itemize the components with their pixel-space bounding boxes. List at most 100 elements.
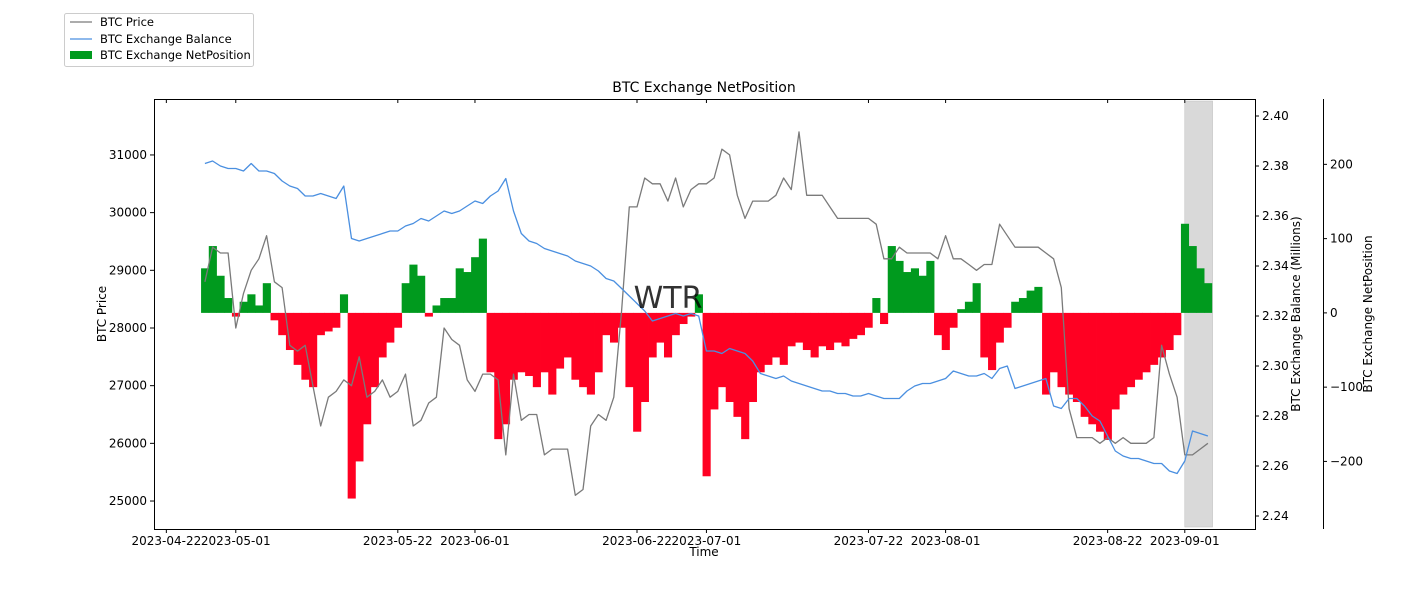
netposition-bar-negative: [679, 312, 688, 325]
netposition-bar-negative: [995, 312, 1004, 343]
netposition-bar-positive: [957, 309, 966, 313]
netposition-bar-negative: [764, 312, 773, 365]
netposition-bar-negative: [579, 312, 588, 388]
netposition-bar-negative: [810, 312, 819, 358]
x-tick-label: 2023-04-22: [131, 534, 201, 548]
netposition-bar-negative: [1157, 312, 1166, 358]
netposition-bar-negative: [1057, 312, 1066, 388]
netposition-bar-negative: [718, 312, 727, 388]
x-axis: 2023-04-22 2023-05-01 2023-05-22 2023-06-01…: [131, 99, 1220, 548]
x-tick-label: 2023-07-22: [834, 534, 904, 548]
netposition-bar-positive: [201, 268, 210, 313]
netposition-bar-negative: [1173, 312, 1182, 336]
netposition-bar-negative: [393, 312, 403, 328]
series-lines: [204, 131, 1209, 496]
netposition-bar-negative: [1065, 312, 1074, 395]
legend-label-netposition: BTC Exchange NetPosition: [100, 48, 251, 62]
netposition-bar-negative: [625, 312, 634, 388]
netposition-bar-positive: [417, 275, 426, 313]
netposition-bar-negative: [347, 312, 356, 499]
netposition-bar-positive: [255, 305, 264, 313]
netposition-bar-positive: [478, 238, 487, 313]
netposition-bar-negative: [1072, 312, 1082, 403]
netposition-bar-positive: [409, 264, 418, 313]
balance-axis: 2.24 2.26 2.28 2.30 2.32 2.34 2.36 2.38 2.40: [1255, 109, 1289, 523]
netposition-bar-negative: [378, 312, 387, 358]
netposition-bar-negative: [833, 312, 842, 343]
netposition-bar-negative: [648, 312, 657, 358]
netposition-bar-negative: [941, 312, 950, 351]
price-line: [204, 131, 1209, 496]
netposition-bar-positive: [926, 260, 935, 313]
netposition-bar-negative: [316, 312, 325, 336]
netposition-bar-negative: [671, 312, 680, 336]
y-tick-label: 2.28: [1262, 409, 1289, 423]
netposition-bar-negative: [795, 312, 804, 343]
netposition-bar-negative: [733, 312, 742, 417]
netposition-bar-positive: [208, 246, 217, 313]
x-tick-label: 2023-09-01: [1150, 534, 1220, 548]
netposition-bar-negative: [231, 312, 241, 317]
netposition-bar-negative: [826, 312, 835, 351]
netposition-bar-positive: [471, 257, 480, 313]
netposition-bar-negative: [370, 312, 379, 388]
netposition-bar-negative: [949, 312, 958, 328]
netposition-bar-positive: [694, 294, 703, 313]
netposition-bar-negative: [1119, 312, 1128, 395]
netposition-bar-positive: [910, 268, 920, 313]
plot-frame: [154, 99, 1256, 530]
netposition-bar-positive: [1018, 298, 1028, 313]
netposition-bar-negative: [856, 312, 865, 336]
netposition-bar-negative: [540, 312, 549, 373]
y-tick-label: 100: [1330, 232, 1353, 246]
netposition-bar-negative: [501, 312, 511, 425]
y-tick-label: 28000: [109, 321, 147, 335]
y-tick-label: 2.30: [1262, 359, 1289, 373]
netposition-bar-positive: [887, 246, 896, 313]
netposition-bar-negative: [270, 312, 279, 321]
netposition-bar-positive: [1011, 301, 1020, 313]
netposition-bar-negative: [517, 312, 526, 373]
netposition-bar-negative: [324, 312, 333, 332]
y-tick-label: −200: [1330, 454, 1363, 468]
y-tick-label: 2.36: [1262, 209, 1289, 223]
y-tick-label: 2.40: [1262, 109, 1289, 123]
netposition-bar-positive: [432, 305, 441, 313]
netposition-bar-negative: [525, 312, 534, 377]
legend-label-balance: BTC Exchange Balance: [100, 32, 232, 46]
balance-axis-label: BTC Exchange Balance (Millions): [1289, 216, 1303, 411]
netposition-bar-positive: [903, 272, 912, 313]
netposition-bar-negative: [363, 312, 372, 425]
y-tick-label: 27000: [109, 379, 147, 393]
netposition-bar-positive: [463, 272, 472, 313]
netposition-bar-negative: [633, 312, 642, 432]
y-tick-label: 30000: [109, 206, 147, 220]
y-tick-label: 31000: [109, 148, 147, 162]
netposition-bar-negative: [1111, 312, 1120, 410]
legend-box: [64, 13, 254, 67]
netposition-bar-negative: [586, 312, 595, 395]
netposition-bar-positive: [262, 283, 271, 313]
netposition-bar-negative: [741, 312, 750, 440]
netposition-bar-positive: [895, 260, 904, 313]
y-tick-label: −100: [1330, 380, 1363, 394]
y-tick-label: 2.24: [1262, 509, 1289, 523]
y-tick-label: 25000: [109, 494, 147, 508]
netposition-bar-negative: [779, 312, 788, 365]
netposition-bar-positive: [216, 275, 225, 313]
netposition-bar-positive: [239, 301, 248, 313]
netposition-bar-negative: [1042, 312, 1051, 395]
x-tick-label: 2023-07-01: [672, 534, 742, 548]
y-tick-label: 2.38: [1262, 159, 1289, 173]
x-tick-label: 2023-06-01: [440, 534, 510, 548]
netposition-bar-negative: [494, 312, 503, 440]
netposition-bar-negative: [864, 312, 873, 328]
y-tick-label: 200: [1330, 157, 1353, 171]
netposition-bar-negative: [594, 312, 603, 373]
y-tick-label: 2.26: [1262, 459, 1289, 473]
netposition-bar-positive: [247, 294, 256, 313]
netposition-bar-negative: [1165, 312, 1174, 351]
legend-swatch-netposition: [70, 51, 92, 59]
netposition-bar-negative: [656, 312, 665, 343]
